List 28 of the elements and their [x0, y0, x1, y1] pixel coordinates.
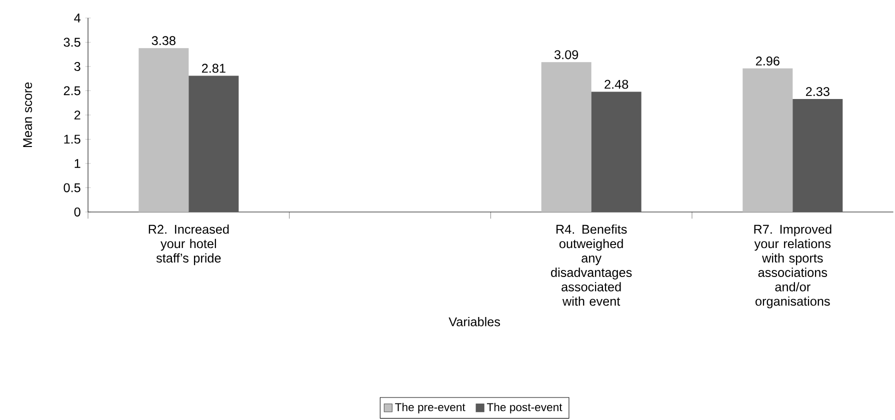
data-label: 3.38 [152, 36, 176, 46]
y-tick-label: 2.5 [64, 86, 80, 96]
data-label: 3.09 [554, 50, 578, 60]
bar [591, 92, 642, 212]
y-axis-title: Mean score [23, 82, 32, 148]
x-tick-label: R4. Benefits outweighed any disadvantages associated with event [551, 224, 632, 306]
x-tick-label: R2. Increased your hotel staff’s pride [148, 224, 229, 266]
data-label: 2.48 [604, 80, 628, 89]
y-tick-label: 2 [74, 110, 80, 120]
data-label: 2.96 [756, 56, 780, 66]
x-axis-title: Variables [448, 316, 500, 326]
x-tick-label: R7. Improved your relations with sports associations and/or organisations [754, 224, 832, 308]
data-label: 2.33 [806, 87, 830, 96]
y-tick-label: 1 [74, 159, 80, 168]
bar [541, 62, 592, 212]
y-tick-label: 0 [74, 208, 80, 216]
bar [138, 48, 189, 212]
data-label: 2.81 [202, 64, 226, 73]
bar [188, 76, 239, 212]
y-tick-label: 1.5 [64, 134, 80, 144]
y-tick-label: 4 [74, 14, 80, 22]
bar [792, 98, 843, 212]
y-tick-label: 3 [74, 62, 80, 71]
legend-label: The pre-event [395, 402, 466, 414]
bar [742, 68, 793, 212]
legend-label: The post-event [486, 402, 562, 414]
y-tick-label: 0.5 [64, 183, 80, 192]
y-tick-label: 3.5 [64, 38, 80, 47]
